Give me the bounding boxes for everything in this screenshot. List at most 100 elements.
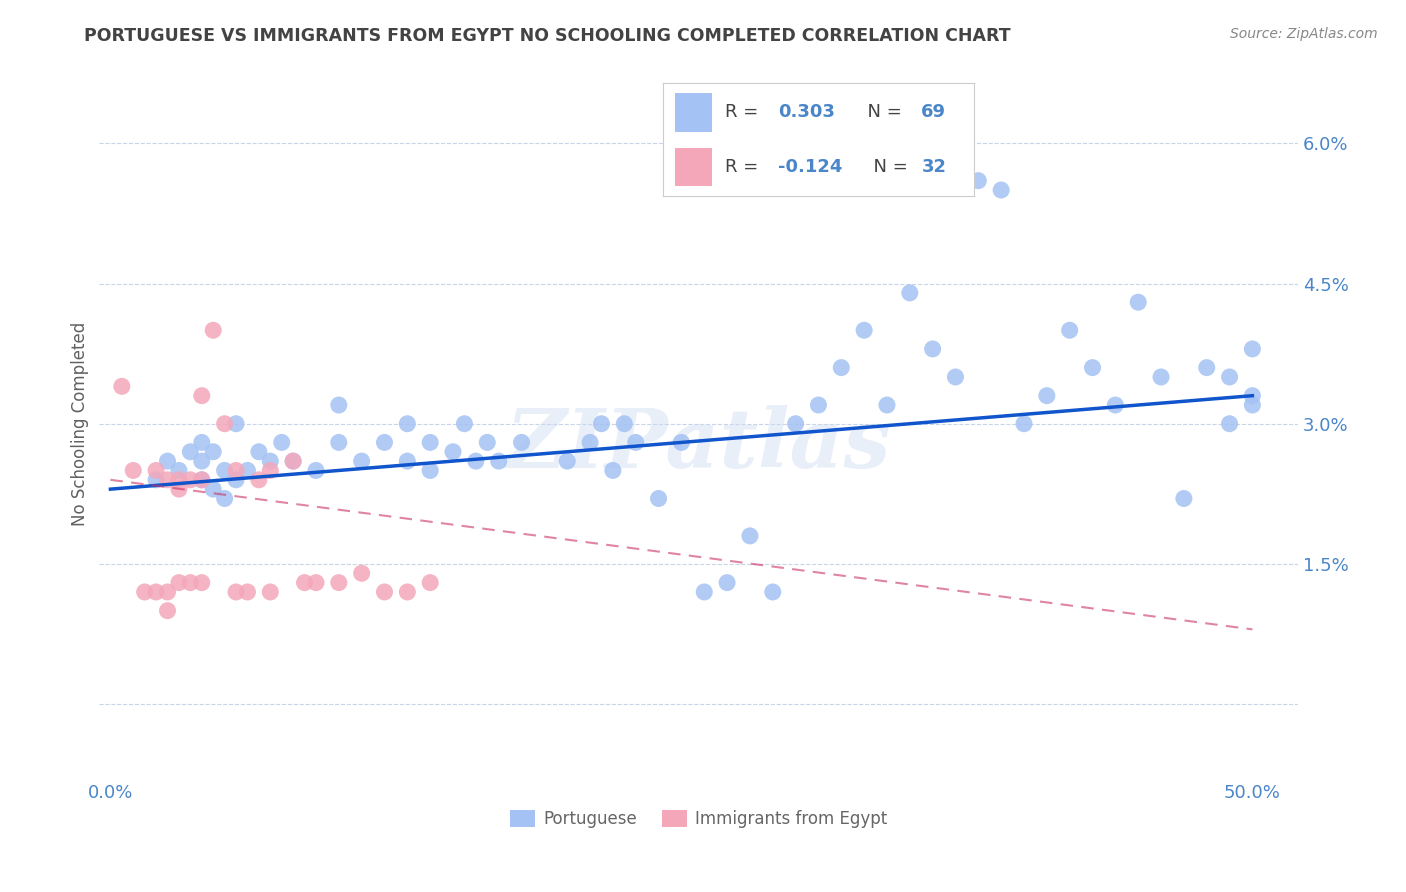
Point [579, 435, 602, 450]
Point [179, 575, 201, 590]
Point [716, 575, 738, 590]
Y-axis label: No Schooling Completed: No Schooling Completed [72, 322, 89, 526]
Point [156, 473, 179, 487]
Point [259, 454, 281, 468]
Point [396, 585, 419, 599]
Point [225, 585, 247, 599]
Point [202, 323, 225, 337]
Point [122, 463, 145, 477]
Point [990, 183, 1012, 197]
Point [305, 463, 328, 477]
Point [602, 463, 624, 477]
Point [191, 454, 214, 468]
Point [328, 575, 350, 590]
Point [191, 473, 214, 487]
Point [419, 575, 441, 590]
Point [111, 379, 134, 393]
Text: ZIPatlas: ZIPatlas [506, 405, 891, 485]
Point [259, 463, 281, 477]
Point [396, 454, 419, 468]
Point [807, 398, 830, 412]
Point [1219, 370, 1241, 384]
Point [921, 342, 943, 356]
Point [785, 417, 807, 431]
Point [145, 585, 167, 599]
Legend: Portuguese, Immigrants from Egypt: Portuguese, Immigrants from Egypt [503, 803, 894, 835]
Point [294, 575, 316, 590]
Point [419, 435, 441, 450]
Point [373, 435, 395, 450]
Point [1036, 389, 1059, 403]
Point [225, 417, 247, 431]
Point [202, 444, 225, 458]
Point [1241, 342, 1264, 356]
Point [350, 566, 373, 581]
Point [945, 370, 967, 384]
Point [191, 389, 214, 403]
Point [134, 585, 156, 599]
Point [477, 435, 499, 450]
Point [191, 473, 214, 487]
Text: Source: ZipAtlas.com: Source: ZipAtlas.com [1230, 27, 1378, 41]
Point [488, 454, 510, 468]
Point [967, 174, 990, 188]
Point [270, 435, 292, 450]
Point [214, 417, 236, 431]
Point [853, 323, 876, 337]
Point [555, 454, 578, 468]
Point [281, 454, 304, 468]
Point [247, 444, 270, 458]
Point [373, 585, 395, 599]
Point [191, 575, 214, 590]
Point [214, 491, 236, 506]
Point [156, 585, 179, 599]
Point [738, 529, 761, 543]
Point [247, 473, 270, 487]
Point [1241, 389, 1264, 403]
Point [1012, 417, 1035, 431]
Point [202, 482, 225, 496]
Point [762, 585, 785, 599]
Point [305, 575, 328, 590]
Point [510, 435, 533, 450]
Point [145, 473, 167, 487]
Point [236, 463, 259, 477]
Point [145, 463, 167, 477]
Point [179, 444, 201, 458]
Point [156, 604, 179, 618]
Point [1173, 491, 1195, 506]
Point [647, 491, 669, 506]
Point [1241, 398, 1264, 412]
Point [328, 435, 350, 450]
Point [1104, 398, 1126, 412]
Point [1219, 417, 1241, 431]
Point [898, 285, 921, 300]
Point [419, 463, 441, 477]
Point [281, 454, 304, 468]
Text: PORTUGUESE VS IMMIGRANTS FROM EGYPT NO SCHOOLING COMPLETED CORRELATION CHART: PORTUGUESE VS IMMIGRANTS FROM EGYPT NO S… [84, 27, 1011, 45]
Point [167, 482, 190, 496]
Point [179, 473, 201, 487]
Point [1059, 323, 1081, 337]
Point [671, 435, 693, 450]
Point [214, 463, 236, 477]
Point [624, 435, 647, 450]
Point [1195, 360, 1218, 375]
Point [328, 398, 350, 412]
Point [876, 398, 898, 412]
Point [236, 585, 259, 599]
Point [464, 454, 486, 468]
Point [830, 360, 852, 375]
Point [591, 417, 613, 431]
Point [191, 435, 214, 450]
Point [1081, 360, 1104, 375]
Point [156, 454, 179, 468]
Point [225, 473, 247, 487]
Point [1128, 295, 1150, 310]
Point [1150, 370, 1173, 384]
Point [167, 575, 190, 590]
Point [441, 444, 464, 458]
Point [225, 463, 247, 477]
Point [167, 473, 190, 487]
Point [693, 585, 716, 599]
